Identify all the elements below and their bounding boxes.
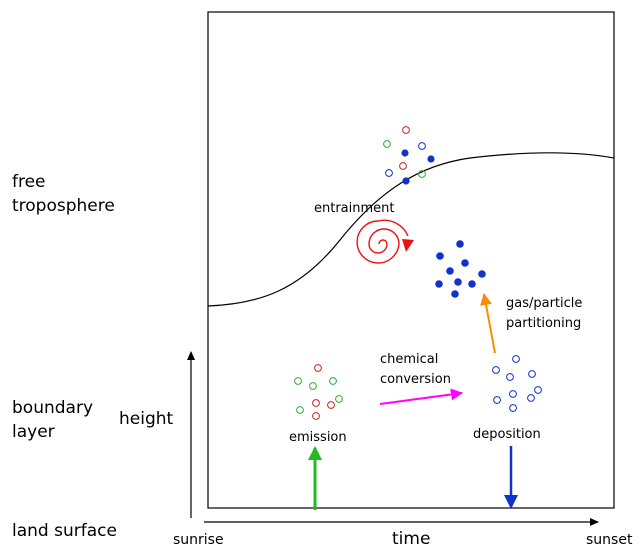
- blue-particle: [528, 370, 536, 378]
- green-particle: [294, 377, 302, 385]
- boundary-layer-label-line1: boundary: [12, 398, 93, 418]
- blue-particle: [493, 396, 501, 404]
- blue-particle: [509, 404, 517, 412]
- blue-particle-filled: [436, 252, 444, 260]
- blue-particle-filled: [454, 278, 462, 286]
- partitioning-arrow: [480, 293, 496, 354]
- blue-particle-filled: [468, 280, 476, 288]
- blue-particle: [506, 373, 514, 381]
- sunset-label: sunset: [586, 532, 633, 548]
- blue-particle-filled: [461, 259, 469, 267]
- chemical-conversion-label-line1: chemical: [380, 352, 439, 367]
- blue-particle: [385, 169, 393, 177]
- green-particle: [296, 406, 304, 414]
- gas-particle-partitioning-label-line2: partitioning: [506, 316, 582, 331]
- blue-particle: [527, 394, 535, 402]
- blue-particle: [512, 355, 520, 363]
- gas-particle-partitioning-label-line1: gas/particle: [506, 296, 583, 311]
- plot-frame: [207, 11, 615, 509]
- boundary-layer-label: boundary layer: [12, 396, 93, 444]
- emission-label: emission: [289, 430, 347, 445]
- blue-particle-filled: [478, 270, 486, 278]
- blue-particle-filled: [446, 267, 454, 275]
- emission-particles: [294, 364, 343, 420]
- entrainment-spiral: [356, 219, 409, 264]
- blue-particle-filled: [401, 149, 409, 157]
- free-troposphere-label-line1: free: [12, 172, 46, 192]
- free-troposphere-label: free troposphere: [12, 170, 115, 218]
- chemical-conversion-arrow: [379, 388, 463, 405]
- blue-particle: [492, 366, 500, 374]
- blue-particle-filled: [451, 290, 459, 298]
- height-axis-label: height: [119, 409, 174, 429]
- red-particle: [399, 162, 407, 170]
- time-axis-label: time: [392, 529, 431, 549]
- green-particle: [309, 382, 317, 390]
- land-surface-label: land surface: [12, 521, 117, 541]
- green-particle: [335, 395, 343, 403]
- boundary-layer-label-line2: layer: [12, 422, 55, 442]
- blue-particle-filled: [435, 280, 443, 288]
- green-particle: [418, 170, 426, 178]
- red-particle: [312, 412, 320, 420]
- red-particle: [327, 401, 335, 409]
- blue-particle-filled: [427, 155, 435, 163]
- particle-phase-cluster: [435, 240, 486, 298]
- red-particle: [312, 399, 320, 407]
- red-particle: [402, 126, 410, 134]
- deposition-label: deposition: [473, 427, 541, 442]
- blue-particle: [418, 142, 426, 150]
- boundary-layer-curve: [207, 152, 615, 307]
- blue-particle-filled: [402, 177, 410, 185]
- red-particle: [314, 364, 322, 372]
- deposition-particles: [492, 355, 542, 412]
- green-particle: [383, 140, 391, 148]
- free-troposphere-label-line2: troposphere: [12, 196, 115, 216]
- blue-particle: [534, 386, 542, 394]
- chemical-conversion-label: chemical conversion: [380, 350, 451, 390]
- sunrise-label: sunrise: [173, 532, 224, 548]
- free-troposphere-particles: [383, 126, 435, 185]
- gas-particle-partitioning-label: gas/particle partitioning: [506, 294, 582, 334]
- green-particle: [329, 377, 337, 385]
- entrainment-label: entrainment: [314, 201, 395, 216]
- entrainment-arrowhead: [402, 239, 414, 252]
- blue-particle: [509, 390, 517, 398]
- blue-particle-filled: [456, 240, 464, 248]
- chemical-conversion-label-line2: conversion: [380, 372, 451, 387]
